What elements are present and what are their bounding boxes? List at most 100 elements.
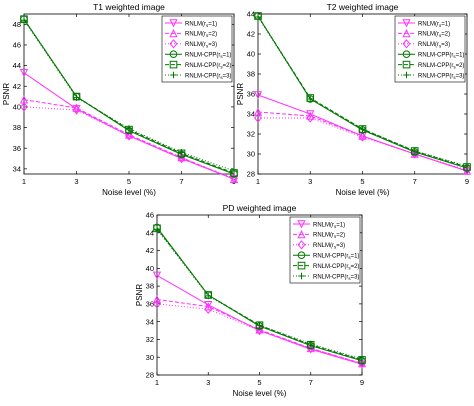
legend-label-4: RNLM-CPP(rs=1): [418, 53, 464, 60]
series-1-point: [204, 300, 213, 310]
legend-label-5: RNLM-CPP(rs=2): [418, 63, 464, 70]
legend-label-3: RNLM(rs=3): [418, 42, 450, 49]
legend-marker-1: [402, 19, 411, 28]
y-tick-label: 42: [13, 82, 21, 91]
series-6-point: [125, 125, 133, 132]
series-3-point: [254, 113, 262, 123]
series-6-point: [463, 162, 471, 170]
legend-label-3: RNLM(rs=3): [313, 243, 345, 250]
legend-marker-5: [402, 60, 411, 69]
series-3-point: [20, 102, 28, 112]
legend-marker-6: [298, 272, 305, 280]
y-tick-label: 36: [247, 90, 255, 99]
legend-label-6: RNLM-CPP(rs=3): [313, 274, 359, 281]
series-6-point: [153, 225, 161, 233]
y-axis-label: PSNR: [135, 284, 144, 306]
series-6-point: [254, 13, 262, 21]
legend-label-2: RNLM(rs=2): [313, 233, 345, 240]
series-6-point: [359, 125, 366, 133]
legend-label-5: RNLM-CPP(rs=2): [313, 264, 359, 271]
chart-title: T2 weighted image: [327, 2, 399, 12]
series-line-1: [156, 275, 363, 365]
series-6-point: [73, 94, 80, 101]
series-line-2: [156, 298, 363, 364]
legend-label-2: RNLM(rs=2): [418, 32, 450, 39]
x-tick-label: 1: [155, 378, 159, 387]
series-3-point: [255, 325, 264, 336]
legend: RNLM(rs=1) RNLM(rs=2) RNLM(rs=3) RNLM-CPP(r…: [394, 15, 466, 83]
series-3-point: [204, 304, 213, 314]
series-3-point: [358, 358, 366, 369]
x-tick-label: 9: [465, 177, 469, 186]
series-6-point: [178, 149, 185, 156]
x-tick-label: 3: [308, 177, 312, 186]
y-tick-label: 40: [247, 50, 255, 59]
legend-label-4: RNLM-CPP(rs=1): [313, 254, 359, 261]
y-tick-label: 42: [247, 30, 255, 39]
y-tick-label: 32: [146, 335, 154, 344]
series-3-point: [306, 113, 315, 123]
legend-label-6: RNLM-CPP(rs=3): [185, 73, 231, 80]
legend-marker-2: [169, 28, 178, 38]
series-2-point: [253, 107, 263, 116]
chart-panel-2: T2 weighted image 1 3 5 7 9 28 30 32 34 36 38 40 42 44…: [236, 2, 472, 197]
series-3-point: [125, 131, 133, 141]
y-tick-label: 44: [146, 228, 154, 237]
legend-marker-5: [297, 261, 306, 270]
legend-marker-4: [402, 50, 411, 59]
x-tick-label: 7: [179, 177, 183, 186]
y-tick-label: 40: [13, 103, 21, 112]
legend-marker-2: [297, 229, 306, 239]
y-tick-label: 36: [146, 299, 154, 308]
series-3-point: [463, 165, 471, 175]
series-3-point: [358, 132, 367, 142]
series-line-3: [23, 106, 235, 179]
x-tick-label: 1: [22, 177, 26, 186]
chart-title: PD weighted image: [223, 203, 297, 213]
series-3-point: [72, 105, 81, 115]
legend-label-3: RNLM(rs=3): [185, 42, 217, 49]
legend-marker-3: [169, 39, 178, 49]
x-axis-label: Noise level (%): [336, 188, 390, 197]
series-6-point: [20, 16, 28, 24]
series-2-point: [152, 295, 162, 304]
legend-label-5: RNLM-CPP(rs=2): [185, 63, 231, 70]
series-6-point: [358, 355, 366, 363]
legend-marker-5: [169, 60, 178, 69]
legend-marker-2: [402, 28, 411, 38]
legend-marker-1: [297, 220, 306, 229]
y-tick-label: 38: [13, 123, 21, 132]
x-tick-label: 7: [413, 177, 417, 186]
legend-marker-6: [170, 71, 177, 79]
legend-label-2: RNLM(rs=2): [185, 32, 217, 39]
y-tick-label: 36: [13, 144, 21, 153]
y-tick-label: 30: [247, 150, 255, 159]
y-tick-label: 40: [146, 264, 154, 273]
series-line-5: [156, 228, 363, 361]
x-tick-label: 5: [257, 378, 261, 387]
series-6-point: [256, 321, 263, 329]
series-2-point: [124, 130, 134, 139]
y-tick-label: 34: [247, 110, 255, 119]
y-axis-label: PSNR: [2, 83, 11, 105]
legend-label-6: RNLM-CPP(rs=3): [418, 73, 464, 80]
x-tick-label: 1: [256, 177, 260, 186]
chart-title: T1 weighted image: [93, 2, 165, 12]
y-tick-label: 34: [146, 317, 154, 326]
series-6-point: [411, 147, 419, 155]
x-tick-label: 3: [206, 378, 210, 387]
x-tick-label: 7: [309, 378, 313, 387]
legend-label-1: RNLM(rs=1): [313, 222, 345, 229]
legend-marker-6: [403, 71, 410, 79]
series-6-point: [230, 167, 238, 175]
legend: RNLM(rs=1) RNLM(rs=2) RNLM(rs=3) RNLM-CPP(r…: [289, 216, 361, 284]
y-tick-label: 38: [247, 70, 255, 79]
series-1-point: [306, 110, 315, 119]
x-tick-label: 5: [360, 177, 364, 186]
y-tick-label: 46: [146, 211, 154, 220]
y-tick-label: 28: [247, 170, 255, 179]
y-axis-label: PSNR: [236, 83, 245, 105]
series-3-point: [306, 343, 315, 354]
series-1-point: [253, 91, 263, 100]
